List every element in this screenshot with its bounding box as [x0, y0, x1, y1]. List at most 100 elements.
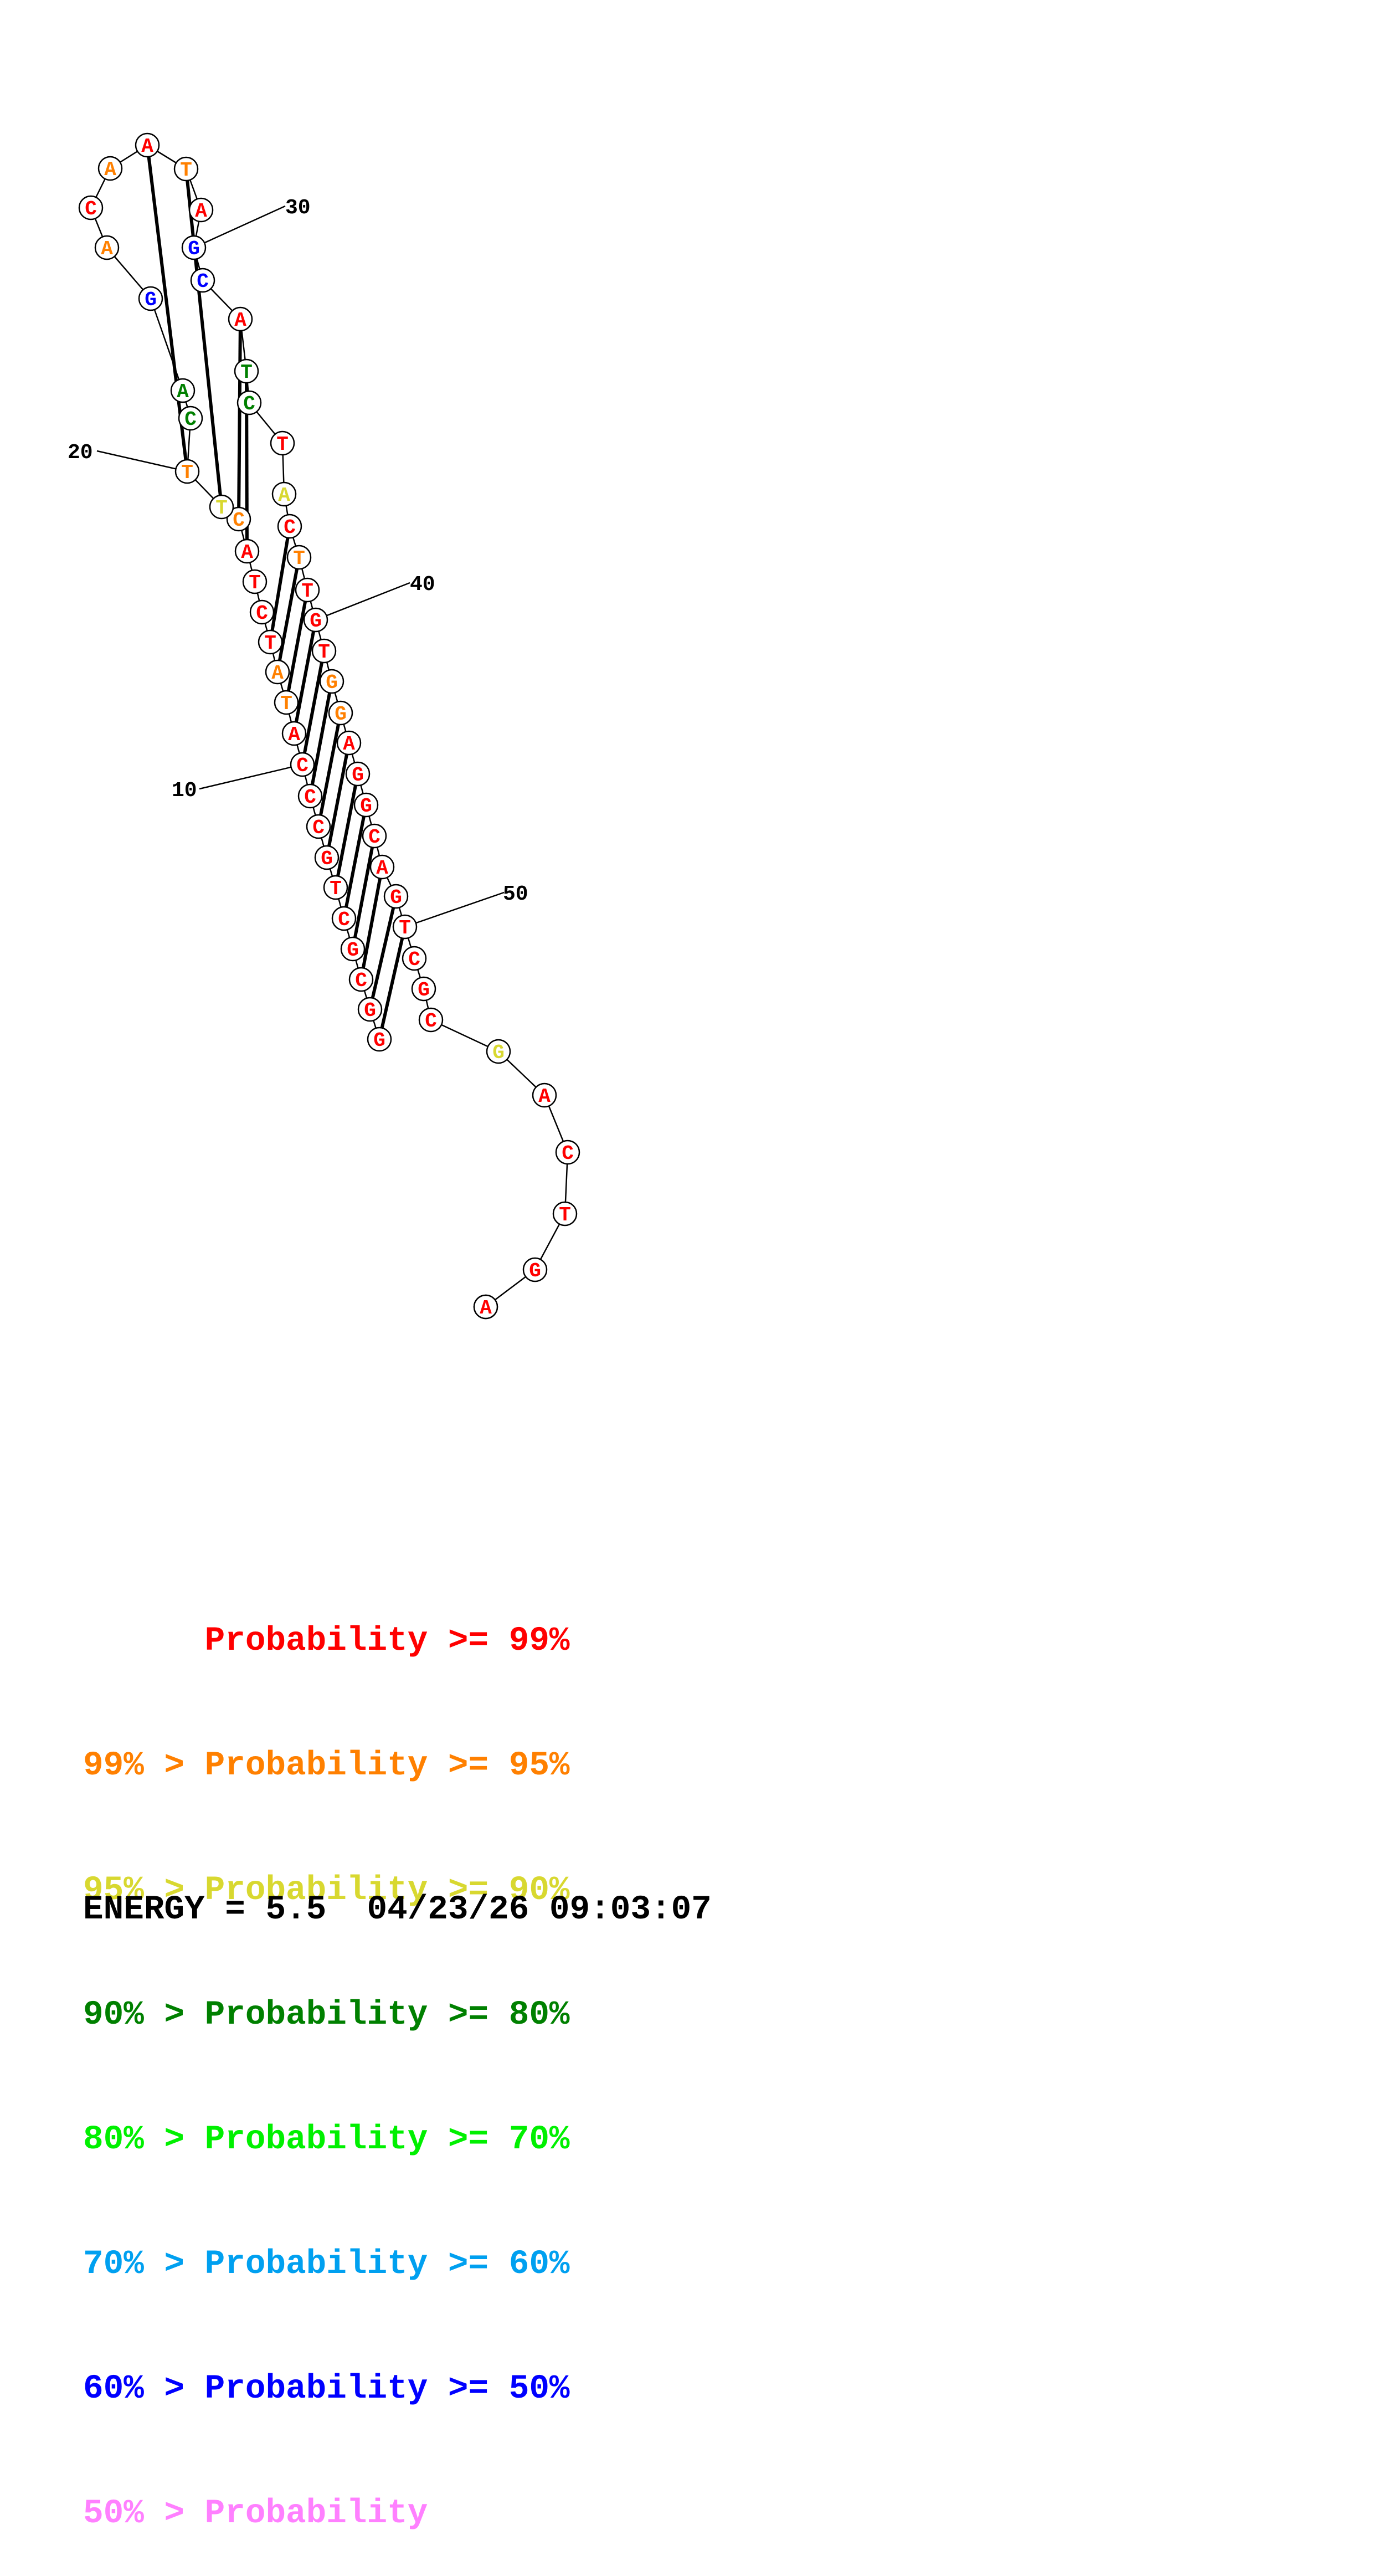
nucleotide-46: G [353, 792, 379, 818]
nucleotide-circle [188, 197, 214, 223]
position-tick-line [415, 891, 505, 924]
nucleotide-60: A [473, 1294, 498, 1320]
nucleotide-letter: C [296, 755, 308, 777]
nucleotide-16: T [242, 569, 268, 594]
nucleotide-letter: A [234, 309, 246, 332]
base-pair-bond [310, 692, 332, 785]
position-tick-line [96, 450, 176, 470]
nucleotide-letter: T [181, 461, 193, 484]
nucleotide-51: C [402, 946, 427, 971]
nucleotide-letter: T [249, 572, 261, 594]
nucleotide-7: G [314, 845, 340, 870]
nucleotide-41: T [311, 638, 337, 664]
position-label: 30 [285, 196, 311, 220]
nucleotide-circle [522, 1257, 548, 1282]
nucleotide-letter: A [104, 158, 116, 181]
nucleotide-32: A [228, 306, 253, 332]
nucleotide-31: C [190, 268, 215, 293]
nucleotide-letter: T [215, 497, 228, 520]
nucleotide-1: G [367, 1027, 392, 1052]
nucleotide-20: T [174, 459, 200, 484]
nucleotide-letter: G [418, 979, 430, 1002]
nucleotide-circle [348, 967, 374, 992]
nucleotide-circle [552, 1201, 578, 1227]
nucleotide-letter: C [284, 516, 296, 539]
nucleotide-circle [78, 195, 104, 220]
nucleotide-48: A [369, 854, 395, 880]
nucleotide-circle [234, 358, 259, 384]
nucleotide-circle [306, 814, 331, 839]
nucleotide-circle [555, 1140, 580, 1165]
nucleotide-13: A [265, 659, 290, 685]
nucleotide-45: G [345, 761, 371, 787]
legend-line-6: 70% > Probability >= 60% [83, 2245, 570, 2283]
nucleotide-circle [345, 761, 371, 787]
nucleotide-26: A [97, 156, 123, 181]
backbone-lines [90, 144, 569, 1307]
nucleotide-letter: G [188, 238, 200, 260]
nucleotide-14: T [258, 629, 283, 655]
backbone-segment [150, 298, 184, 391]
nucleotide-letter: C [197, 270, 209, 293]
nucleotide-47: C [362, 823, 387, 849]
nucleotide-circle [486, 1039, 511, 1064]
base-pair-bond [237, 330, 242, 508]
nucleotide-bases: GGCGCTGCCCATATCTACTTCAGACAATAGCATCTACTTG… [78, 132, 580, 1320]
base-pair-bond [380, 937, 404, 1029]
nucleotide-circle [323, 875, 348, 900]
nucleotide-54: G [486, 1039, 511, 1064]
nucleotide-circle [135, 132, 160, 158]
nucleotide-circle [226, 506, 251, 532]
base-pair-bond [286, 601, 307, 691]
base-pair-bond [186, 180, 222, 496]
nucleotide-circle [242, 569, 268, 594]
nucleotide-circle [328, 700, 353, 726]
nucleotide-letter: C [562, 1142, 574, 1165]
position-tick-line [204, 205, 286, 244]
base-pair-bond [327, 754, 348, 846]
legend-line-4: 90% > Probability >= 80% [83, 1996, 570, 2034]
base-pair-bond [336, 785, 357, 876]
nucleotide-letter: G [492, 1041, 505, 1064]
nucleotide-circle [265, 659, 290, 685]
nucleotide-44: A [336, 730, 362, 756]
probability-legend: Probability >= 99% 99% > Probability >= … [83, 1537, 570, 2576]
nucleotide-27: A [135, 132, 160, 158]
nucleotide-circle [228, 306, 253, 332]
nucleotide-12: T [274, 690, 299, 715]
nucleotide-circle [411, 976, 436, 1002]
nucleotide-letter: T [276, 433, 289, 456]
position-label: 20 [68, 441, 93, 465]
nucleotide-49: G [383, 884, 409, 909]
nucleotide-letter: A [480, 1297, 492, 1320]
nucleotide-circle [353, 792, 379, 818]
nucleotide-letter: A [288, 723, 300, 746]
nucleotide-circle [277, 514, 302, 539]
nucleotide-letter: A [376, 857, 388, 880]
base-pair-bond [319, 724, 340, 815]
legend-line-1: Probability >= 99% [83, 1622, 570, 1660]
nucleotide-letter: G [529, 1260, 541, 1282]
nucleotide-37: C [277, 514, 302, 539]
nucleotide-circle [281, 721, 307, 746]
nucleotide-9: C [297, 783, 323, 809]
nucleotide-10: C [290, 752, 315, 777]
nucleotide-letter: G [364, 999, 376, 1022]
nucleotide-40: G [303, 607, 328, 633]
nucleotide-circle [367, 1027, 392, 1052]
nucleotide-letter: A [278, 484, 290, 507]
nucleotide-letter: C [355, 969, 367, 992]
nucleotide-circle [295, 577, 320, 603]
nucleotide-25: C [78, 195, 104, 220]
nucleotide-letter: C [338, 909, 350, 931]
nucleotide-circle [97, 156, 123, 181]
nucleotide-letter: A [538, 1085, 551, 1108]
nucleotide-circle [311, 638, 337, 664]
nucleotide-letter: T [399, 917, 411, 940]
nucleotide-circle [138, 286, 163, 311]
nucleotide-letter: G [347, 939, 359, 962]
nucleotide-circle [173, 156, 199, 182]
nucleotide-3: C [348, 967, 374, 992]
nucleotide-circle [249, 599, 275, 625]
nucleotide-22: A [170, 378, 196, 403]
